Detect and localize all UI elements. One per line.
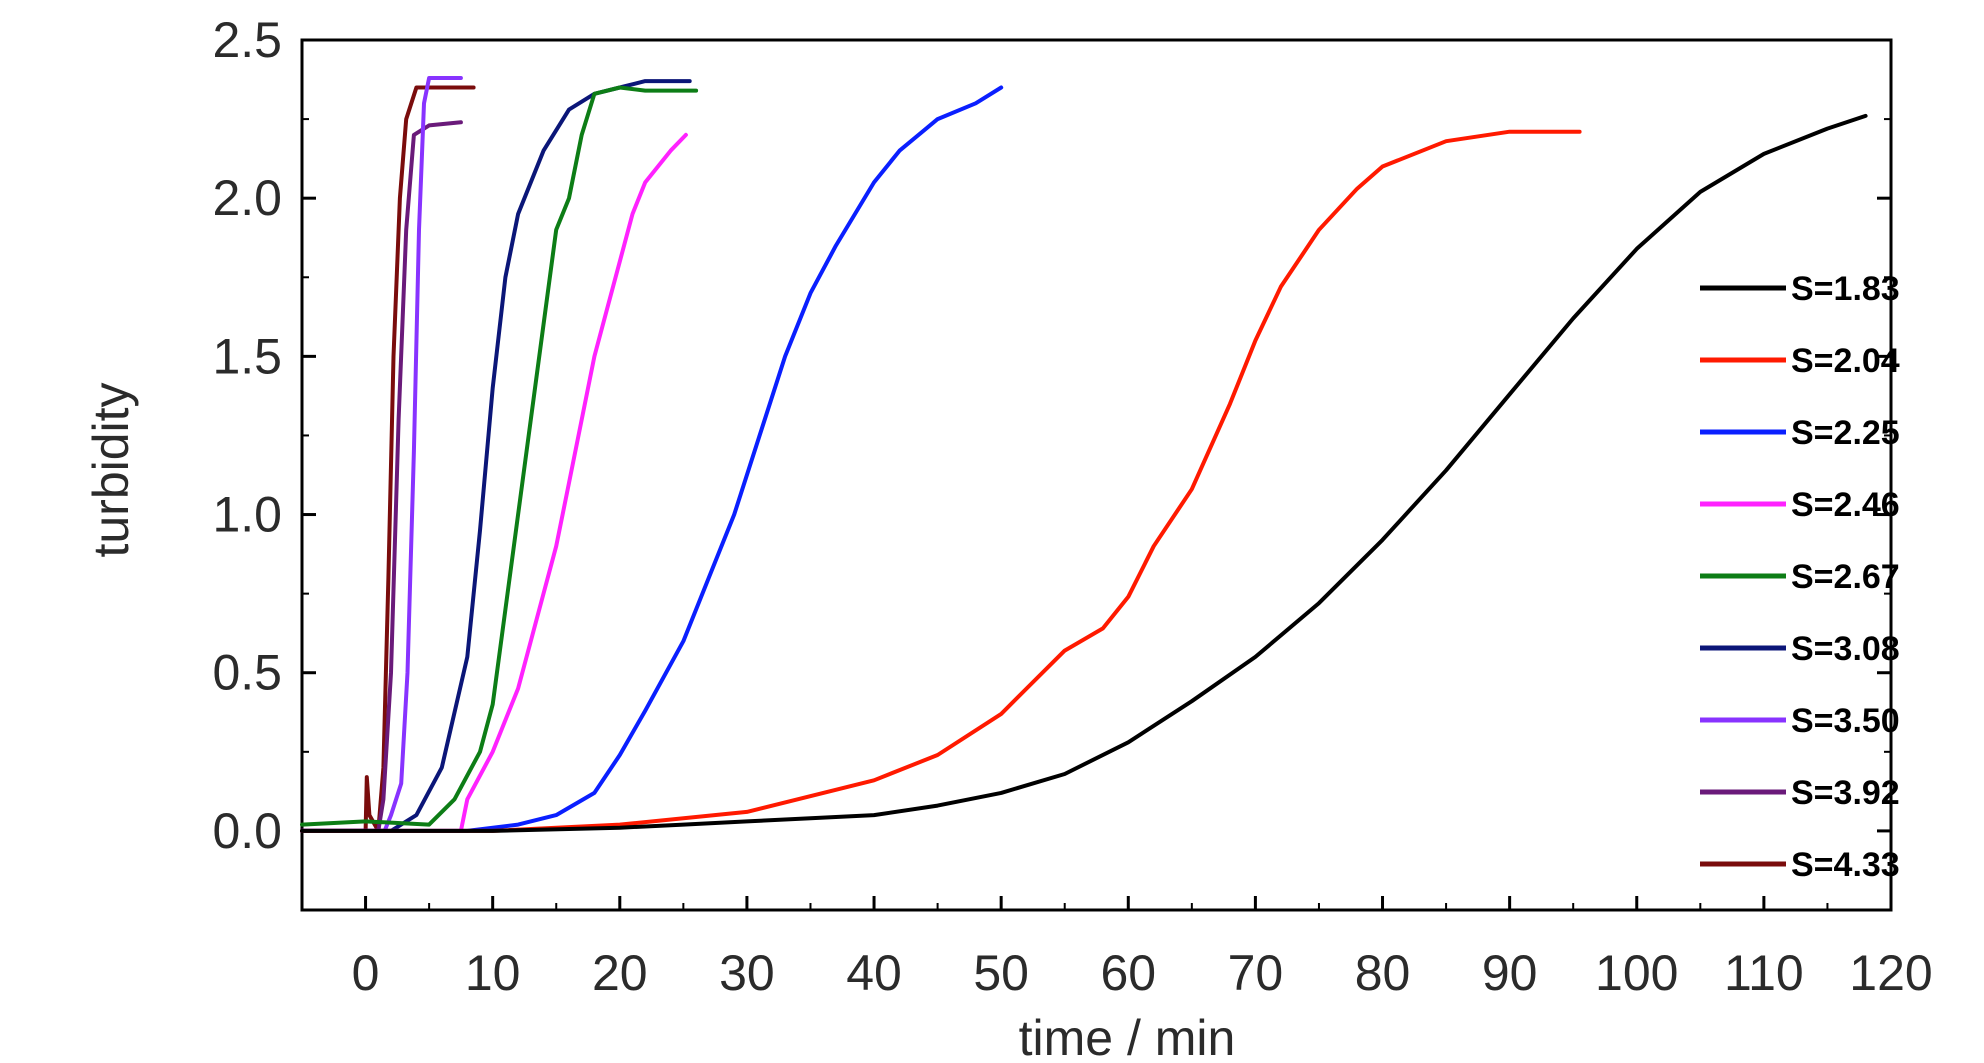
legend-label: S=2.04 <box>1791 342 1900 380</box>
plot-area <box>300 38 1893 912</box>
y-tick-label: 0.0 <box>212 803 282 859</box>
legend-label: S=3.08 <box>1791 630 1900 668</box>
x-tick-label: 80 <box>1355 945 1411 1001</box>
x-tick-label: 50 <box>973 945 1029 1001</box>
legend-label: S=1.83 <box>1791 270 1900 308</box>
x-tick-label: 30 <box>719 945 775 1001</box>
y-axis-title: turbidity <box>83 382 139 557</box>
x-tick-label: 110 <box>1724 945 1804 1001</box>
legend-label: S=4.33 <box>1791 846 1900 884</box>
x-tick-label: 100 <box>1595 945 1678 1001</box>
legend-label: S=2.25 <box>1791 414 1900 452</box>
y-tick-label: 2.5 <box>212 12 282 68</box>
series-line-s-4-33 <box>300 85 476 833</box>
y-tick-label: 2.0 <box>212 170 282 226</box>
plot-frame <box>300 38 1893 912</box>
x-tick-label: 0 <box>352 945 380 1001</box>
x-axis: 0 10 20 30 40 50 60 70 80 90 100 110 120 <box>301 896 1933 1001</box>
y-tick-label: 0.5 <box>212 645 282 701</box>
legend-label: S=3.50 <box>1791 702 1900 740</box>
series-line-s-2-04 <box>300 129 1582 833</box>
series-line-s-3-50 <box>300 76 463 833</box>
x-axis-title: time / min <box>1019 1010 1236 1063</box>
x-tick-label: 40 <box>846 945 902 1001</box>
series-line-s-2-25 <box>300 85 1004 833</box>
y-tick-label: 1.0 <box>212 487 282 543</box>
legend-label: S=2.46 <box>1791 486 1900 524</box>
y-axis: 0.0 0.5 1.0 1.5 2.0 2.5 <box>212 12 1891 911</box>
legend-label: S=2.67 <box>1791 558 1900 596</box>
series-line-s-2-46 <box>300 132 688 833</box>
y-tick-label: 1.5 <box>212 328 282 384</box>
x-tick-label: 60 <box>1100 945 1156 1001</box>
series-line-s-2-67 <box>300 85 699 827</box>
x-tick-label: 10 <box>465 945 521 1001</box>
x-tick-label: 70 <box>1228 945 1284 1001</box>
legend: S=1.83 S=2.04 S=2.25 S=2.46 S=2.67 S=3.08 S=3.… <box>1700 270 1900 884</box>
x-tick-label: 120 <box>1849 945 1932 1001</box>
x-tick-label: 90 <box>1482 945 1538 1001</box>
series-layer <box>300 76 1868 833</box>
x-tick-label: 20 <box>592 945 648 1001</box>
series-line-s-1-83 <box>300 113 1868 833</box>
legend-label: S=3.92 <box>1791 774 1900 812</box>
